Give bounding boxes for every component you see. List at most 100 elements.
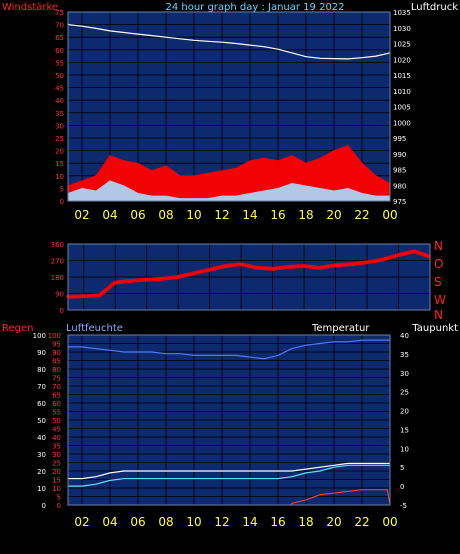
rain-axis-label: Regen	[2, 323, 34, 334]
direction-y-tick: 360	[51, 241, 64, 249]
wind-x-tick: 22	[354, 208, 369, 222]
temperature-y-tick: 5	[400, 464, 404, 472]
temperature-y-tick: 10	[400, 445, 409, 453]
direction-y-tick: 90	[55, 291, 64, 299]
pressure-y-tick: 1015	[393, 72, 411, 80]
climate-x-tick: 08	[158, 515, 173, 529]
humidity-y-tick: 90	[37, 349, 46, 357]
pressure-y-tick: 1005	[393, 104, 411, 112]
rain-y-tick: 90	[52, 349, 61, 357]
direction-y-tick: 0	[60, 307, 64, 315]
pressure-axis-label: Luftdruck	[411, 2, 458, 13]
wind-y-tick: 60	[55, 47, 64, 55]
climate-x-tick: 06	[130, 515, 145, 529]
temperature-axis-label: Temperatur	[311, 323, 370, 334]
humidity-y-tick: 10	[37, 485, 46, 493]
rain-y-tick: 45	[52, 426, 61, 434]
wind-y-tick: 35	[55, 110, 64, 118]
climate-x-tick: 02	[74, 515, 89, 529]
direction-y-tick: 180	[51, 274, 64, 282]
pressure-y-tick: 985	[393, 167, 406, 175]
pressure-y-tick: 1025	[393, 41, 411, 49]
climate-x-tick: 22	[354, 515, 369, 529]
wind-x-tick: 04	[102, 208, 117, 222]
humidity-y-tick: 20	[37, 468, 46, 476]
wind-y-tick: 55	[55, 59, 64, 67]
wind-x-tick: 16	[270, 208, 285, 222]
wind-y-tick: 25	[55, 135, 64, 143]
rain-y-tick: 85	[52, 358, 61, 366]
humidity-y-tick: 80	[37, 366, 46, 374]
wind-y-tick: 40	[55, 97, 64, 105]
wind-x-tick: 06	[130, 208, 145, 222]
temperature-y-tick: 20	[400, 408, 409, 416]
rain-line	[290, 489, 391, 506]
pressure-y-tick: 980	[393, 182, 406, 190]
wind-x-tick: 12	[214, 208, 229, 222]
temperature-y-tick: 15	[400, 426, 409, 434]
wind-y-tick: 75	[55, 9, 64, 17]
humidity-y-tick: 50	[37, 417, 46, 425]
humidity-axis-label: Luftfeuchte	[66, 323, 123, 334]
pressure-y-tick: 975	[393, 198, 406, 206]
rain-y-tick: 15	[52, 477, 61, 485]
dewpoint-line	[68, 464, 390, 487]
rain-y-tick: 70	[52, 383, 61, 391]
pressure-y-tick: 1020	[393, 56, 411, 64]
wind-x-tick: 18	[298, 208, 313, 222]
climate-x-tick: 18	[298, 515, 313, 529]
rain-y-tick: 100	[48, 332, 61, 340]
pressure-y-tick: 1035	[393, 9, 411, 17]
pressure-y-tick: 1030	[393, 25, 411, 33]
compass-label: N	[434, 239, 443, 253]
climate-x-tick: 04	[102, 515, 117, 529]
temperature-y-tick: -5	[400, 502, 407, 510]
pressure-y-tick: 995	[393, 135, 406, 143]
wind-y-tick: 30	[55, 122, 64, 130]
rain-y-tick: 95	[52, 341, 61, 349]
direction-line	[67, 250, 431, 298]
temperature-y-tick: 40	[400, 332, 409, 340]
panel-border	[67, 334, 391, 506]
wind-y-tick: 70	[55, 22, 64, 30]
rain-y-tick: 50	[52, 417, 61, 425]
wind-axis-label: Windstärke	[2, 2, 58, 13]
wind-x-tick: 00	[382, 208, 397, 222]
wind-x-tick: 10	[186, 208, 201, 222]
wind-y-tick: 20	[55, 148, 64, 156]
rain-y-tick: 80	[52, 366, 61, 374]
wind-speed-area	[67, 180, 391, 202]
compass-label: W	[434, 293, 446, 307]
pressure-y-tick: 1000	[393, 119, 411, 127]
temperature-line	[68, 462, 390, 480]
rain-y-tick: 75	[52, 375, 61, 383]
wind-x-tick: 14	[242, 208, 257, 222]
humidity-y-tick: 40	[37, 434, 46, 442]
humidity-y-tick: 60	[37, 400, 46, 408]
climate-x-tick: 14	[242, 515, 257, 529]
temperature-y-tick: 25	[400, 389, 409, 397]
humidity-line	[67, 339, 390, 360]
climate-x-tick: 12	[214, 515, 229, 529]
rain-y-tick: 10	[52, 485, 61, 493]
panel-border	[67, 243, 431, 311]
rain-y-tick: 30	[52, 451, 61, 459]
rain-y-tick: 35	[52, 443, 61, 451]
compass-label: S	[434, 275, 442, 289]
dewpoint-axis-label: Taupunkt	[411, 323, 458, 334]
rain-y-tick: 20	[52, 468, 61, 476]
pressure-y-tick: 990	[393, 151, 406, 159]
panel-border	[67, 11, 391, 202]
pressure-line	[67, 23, 391, 60]
humidity-y-tick: 100	[33, 332, 46, 340]
humidity-y-tick: 0	[42, 502, 46, 510]
rain-y-tick: 40	[52, 434, 61, 442]
humidity-y-tick: 30	[37, 451, 46, 459]
wind-y-tick: 10	[55, 173, 64, 181]
compass-label: N	[434, 308, 443, 322]
rain-y-tick: 60	[52, 400, 61, 408]
rain-y-tick: 25	[52, 460, 61, 468]
wind-x-tick: 20	[326, 208, 341, 222]
rain-y-tick: 55	[52, 409, 61, 417]
